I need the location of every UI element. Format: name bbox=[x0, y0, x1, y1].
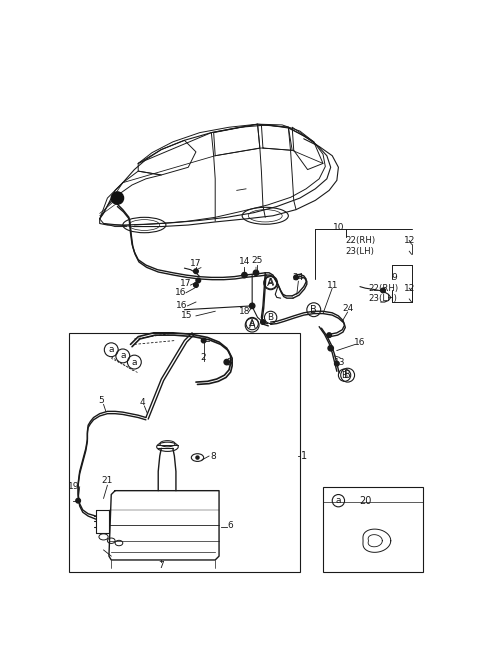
Text: 1: 1 bbox=[300, 451, 307, 461]
Text: 12: 12 bbox=[404, 236, 415, 245]
Bar bbox=[323, 487, 423, 571]
Circle shape bbox=[242, 272, 247, 277]
Text: 22(RH): 22(RH) bbox=[368, 283, 398, 293]
Text: a: a bbox=[336, 496, 341, 505]
Text: a: a bbox=[108, 345, 114, 354]
Circle shape bbox=[250, 303, 255, 308]
Circle shape bbox=[253, 270, 259, 276]
Circle shape bbox=[261, 319, 265, 324]
Circle shape bbox=[335, 361, 339, 366]
Text: 24: 24 bbox=[293, 273, 304, 282]
Circle shape bbox=[327, 333, 332, 337]
Text: 4: 4 bbox=[139, 398, 145, 407]
Text: 10: 10 bbox=[333, 223, 344, 232]
Text: 14: 14 bbox=[239, 257, 250, 266]
Text: A: A bbox=[267, 278, 274, 287]
Text: 12: 12 bbox=[404, 283, 415, 293]
Text: 19: 19 bbox=[68, 482, 79, 491]
Text: 20: 20 bbox=[359, 496, 372, 506]
Text: 3: 3 bbox=[226, 358, 232, 367]
Text: B: B bbox=[344, 370, 351, 380]
Text: A: A bbox=[249, 320, 255, 330]
Circle shape bbox=[111, 192, 123, 204]
Text: A: A bbox=[249, 319, 255, 328]
Circle shape bbox=[193, 269, 198, 274]
Text: 6: 6 bbox=[228, 521, 233, 530]
Text: 2: 2 bbox=[201, 353, 206, 362]
Text: 17: 17 bbox=[180, 279, 192, 288]
Text: a: a bbox=[132, 358, 137, 367]
Circle shape bbox=[328, 346, 334, 351]
Text: 17: 17 bbox=[190, 259, 202, 268]
Text: 23(LH): 23(LH) bbox=[369, 295, 397, 304]
Bar bbox=[69, 333, 300, 571]
Text: 7: 7 bbox=[158, 561, 164, 570]
Text: 18: 18 bbox=[239, 307, 250, 316]
Circle shape bbox=[196, 456, 199, 459]
Text: 5: 5 bbox=[98, 396, 104, 405]
Text: a: a bbox=[120, 352, 126, 360]
Circle shape bbox=[196, 278, 201, 283]
Text: 24: 24 bbox=[342, 304, 353, 313]
Circle shape bbox=[76, 499, 81, 503]
Text: B: B bbox=[311, 305, 317, 315]
Circle shape bbox=[294, 275, 299, 279]
Text: 25: 25 bbox=[251, 256, 263, 265]
Text: 21: 21 bbox=[102, 476, 113, 485]
Text: B: B bbox=[341, 371, 348, 380]
Text: A: A bbox=[267, 277, 274, 288]
Circle shape bbox=[224, 359, 229, 365]
Circle shape bbox=[193, 283, 198, 287]
Text: 16: 16 bbox=[175, 288, 186, 297]
Circle shape bbox=[381, 288, 385, 293]
Text: 16: 16 bbox=[354, 338, 366, 346]
Text: 11: 11 bbox=[326, 281, 338, 289]
Text: 22(RH): 22(RH) bbox=[345, 236, 375, 245]
Text: 9: 9 bbox=[391, 273, 396, 282]
Text: 15: 15 bbox=[181, 312, 192, 320]
Text: 16: 16 bbox=[176, 301, 188, 310]
Text: 8: 8 bbox=[211, 451, 216, 461]
Text: 23(LH): 23(LH) bbox=[346, 247, 374, 256]
Text: 13: 13 bbox=[334, 358, 346, 367]
Text: B: B bbox=[267, 313, 274, 322]
Circle shape bbox=[201, 338, 206, 343]
